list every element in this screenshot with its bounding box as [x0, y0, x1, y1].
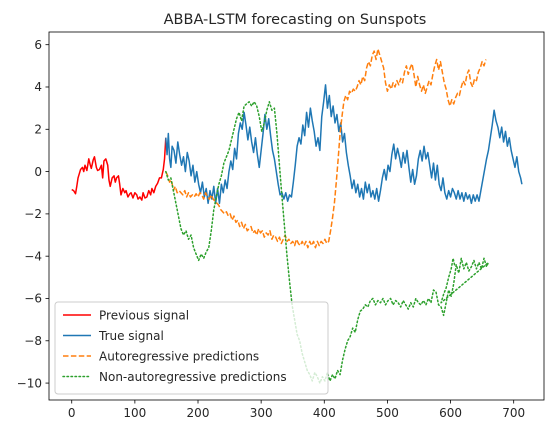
y-tick-label: 4: [34, 80, 42, 94]
y-tick-label: −10: [17, 376, 42, 390]
x-tick-label: 700: [502, 406, 525, 420]
plot-lines: [71, 48, 523, 384]
series-line-1: [71, 137, 167, 201]
x-tick-label: 100: [123, 406, 146, 420]
y-tick-label: 2: [34, 122, 42, 136]
y-tick-label: 0: [34, 165, 42, 179]
y-axis: −10 −8 −6 −4 −2 0 2 4 6: [17, 38, 49, 390]
series-line-4: [165, 101, 490, 384]
x-tick-label: 300: [250, 406, 273, 420]
chart-title: ABBA-LSTM forecasting on Sunspots: [164, 12, 427, 28]
x-tick-label: 500: [376, 406, 399, 420]
x-tick-label: 200: [187, 406, 210, 420]
legend-label: Previous signal: [99, 308, 189, 322]
legend-label: Autoregressive predictions: [99, 349, 259, 363]
legend-label: Non-autoregressive predictions: [99, 370, 287, 384]
y-tick-label: −4: [24, 249, 42, 263]
legend-label: True signal: [98, 329, 164, 343]
series-line-2: [165, 84, 523, 205]
plot-frame: [48, 31, 545, 401]
x-tick-label: 400: [313, 406, 336, 420]
x-tick-label: 0: [68, 406, 76, 420]
legend: Previous signal True signal Autoregressive…: [54, 301, 329, 395]
y-tick-label: 6: [34, 38, 42, 52]
series-line-3: [165, 48, 487, 249]
x-tick-label: 600: [439, 406, 462, 420]
y-tick-label: −2: [24, 207, 42, 221]
x-axis: 0 100 200 300 400 500 600 700: [68, 400, 525, 420]
y-tick-label: −8: [24, 334, 42, 348]
legend-box: [54, 301, 329, 395]
y-tick-label: −6: [24, 292, 42, 306]
